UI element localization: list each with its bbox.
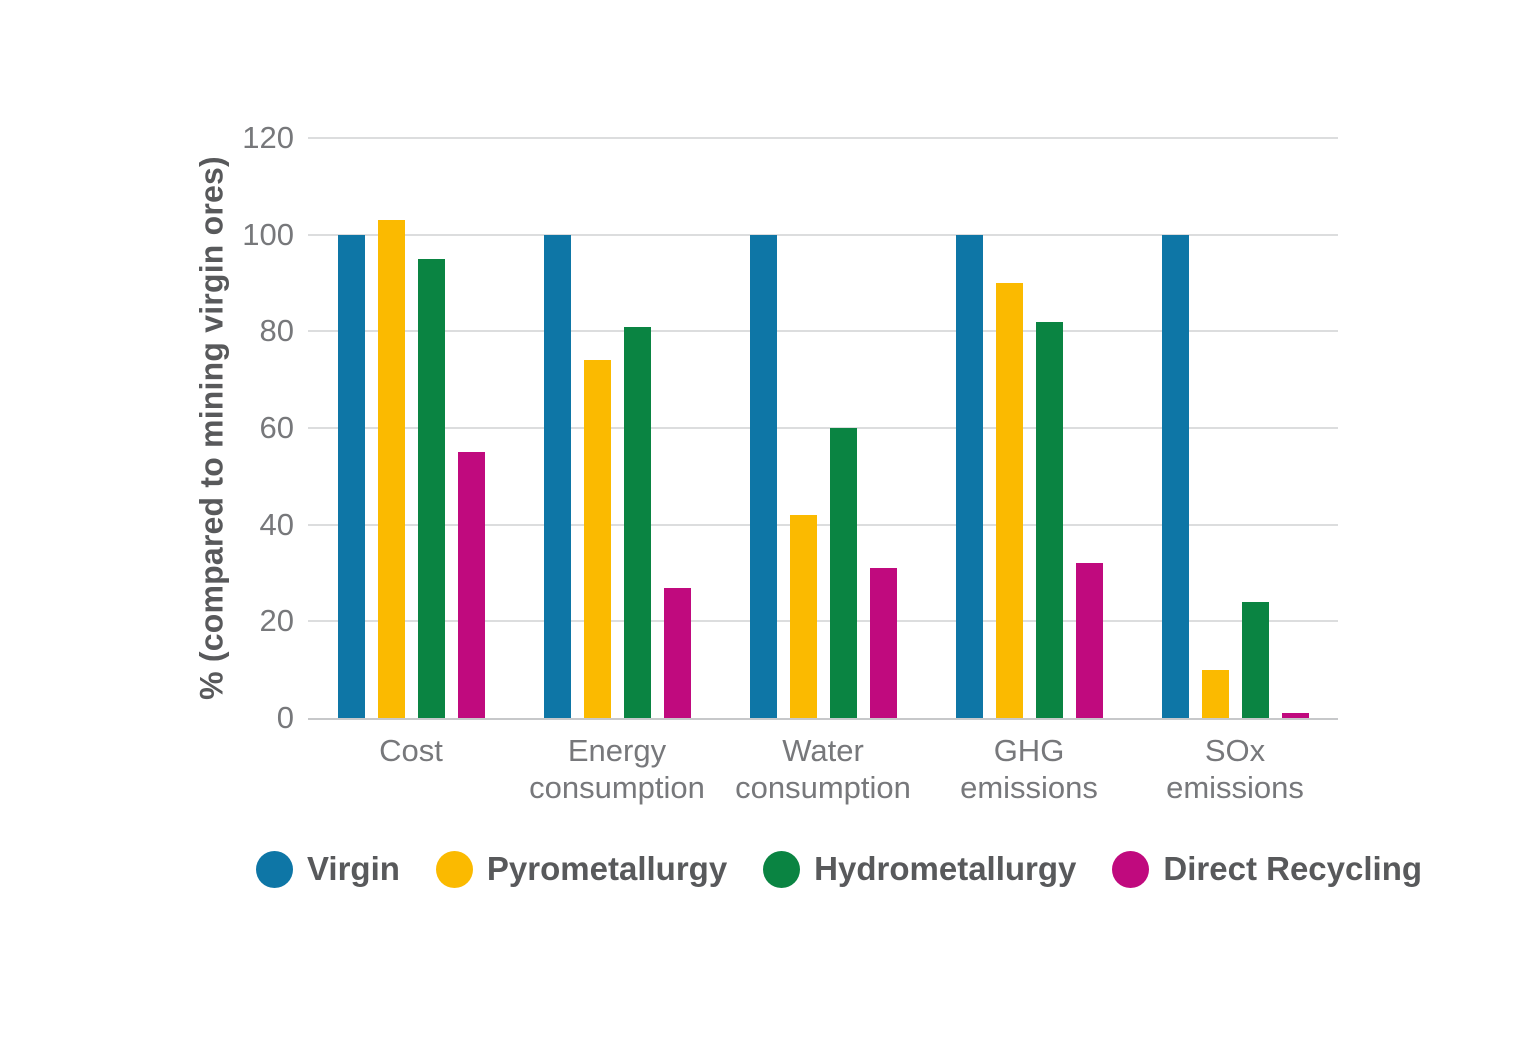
bar-pyrometallurgy [377,220,405,718]
x-category-label: Energy consumption [529,733,705,805]
legend-label: Hydrometallurgy [814,850,1077,887]
bar-virgin [337,234,365,718]
y-tick-label: 40 [259,506,294,542]
gridline [308,330,1338,333]
legend-item: Hydrometallurgy [763,850,1076,888]
x-category-label: Cost [379,733,443,768]
x-category-label: SOx emissions [1166,733,1304,805]
bar-virgin [1161,234,1189,718]
y-tick-label: 100 [242,216,294,252]
bar-pyrometallurgy [583,360,611,718]
legend-label: Pyrometallurgy [486,850,728,887]
y-tick-label: 0 [276,700,294,735]
plot-area: 0 20 40 60 80 100 120 Cost Energy consumption Wat… [242,120,1338,805]
gridline [308,233,1338,236]
bar-hydrometallurgy [623,326,651,718]
gridline [308,427,1338,429]
bar-virgin [955,234,983,718]
bar-hydrometallurgy [1241,602,1269,718]
legend-marker-icon [435,850,473,888]
bar-direct-recycling [457,452,485,718]
bar-virgin [543,234,571,718]
y-tick-label: 20 [259,603,294,639]
legend-item: Direct Recycling [1112,850,1422,888]
legend-item: Virgin [256,850,400,888]
legend-marker-icon [256,850,293,888]
bar-direct-recycling [1281,713,1309,718]
legend-marker-icon [1112,850,1150,888]
bar-pyrometallurgy [995,283,1023,718]
gridline [308,620,1338,623]
bar-virgin [749,234,777,718]
legend-item: Pyrometallurgy [435,850,728,888]
y-tick-label: 80 [259,313,294,349]
bar-hydrometallurgy [829,428,857,718]
gridline [308,523,1338,526]
bar-hydrometallurgy [417,258,445,718]
y-tick-label: 60 [259,410,294,445]
gridline [308,137,1338,139]
y-tick-label: 120 [242,120,294,155]
bar-direct-recycling [1075,563,1103,718]
bar-pyrometallurgy [1201,669,1229,718]
legend-label: Direct Recycling [1163,850,1423,887]
legend: Virgin Pyrometallurgy Hydrometallurgy Direc… [256,850,1422,888]
bar-pyrometallurgy [789,515,817,718]
bar-direct-recycling [663,587,691,718]
legend-marker-icon [763,850,801,888]
x-category-label: Water consumption [735,733,911,805]
bar-direct-recycling [869,568,897,718]
legend-label: Virgin [307,850,400,887]
bar-hydrometallurgy [1035,321,1063,718]
x-category-label: GHG emissions [960,733,1098,805]
